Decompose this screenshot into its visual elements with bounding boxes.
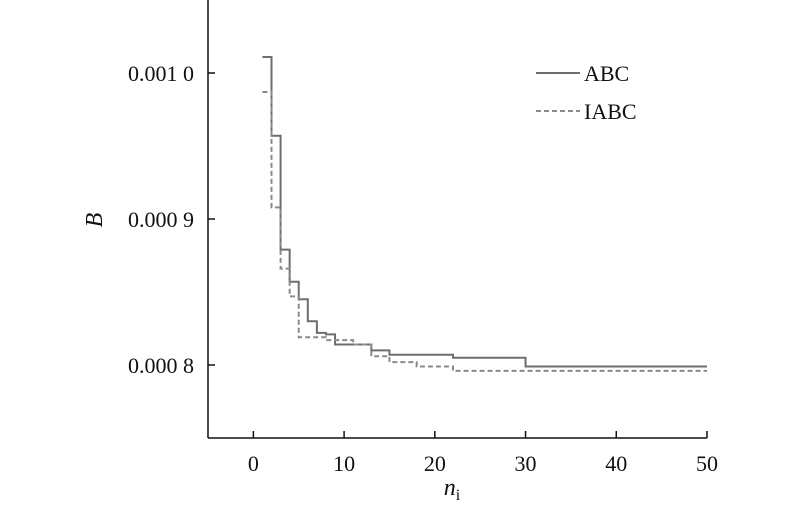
x-tick-label: 20 [424, 451, 446, 476]
y-tick-label: 0.000 8 [128, 353, 194, 378]
y-tick-label: 0.001 0 [128, 61, 194, 86]
x-axis-title: ni [444, 475, 461, 504]
x-tick-label: 0 [248, 451, 259, 476]
x-axis-title-main: n [444, 475, 456, 501]
x-tick-label: 50 [696, 451, 718, 476]
x-axis-title-subscript: i [456, 487, 461, 504]
x-tick-label: 10 [333, 451, 355, 476]
series-layer [262, 55, 707, 372]
y-axis-title: B [82, 212, 108, 227]
legend-label-abc: ABC [584, 61, 629, 86]
x-tick-label: 40 [605, 451, 627, 476]
legend-label-iabc: IABC [584, 99, 637, 124]
y-tick-label: 0.000 9 [128, 207, 194, 232]
axes: 0 10 20 30 40 50 0.000 8 0.000 9 0.001 0 [128, 0, 718, 476]
x-tick-label: 30 [515, 451, 537, 476]
series-line-iabc [262, 90, 707, 372]
series-line-abc [262, 55, 707, 368]
legend: ABC IABC [536, 61, 637, 124]
